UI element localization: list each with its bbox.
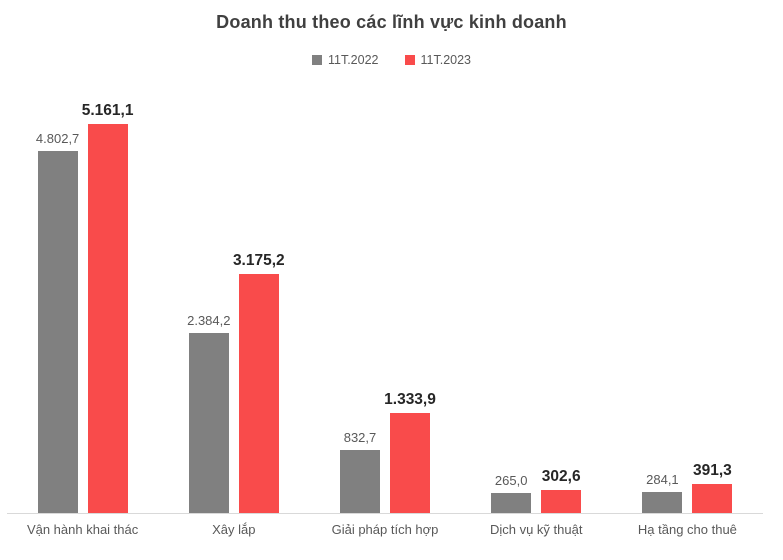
- bar-unit-11T.2022-3: 832,7: [340, 430, 380, 513]
- value-label-11T.2022-5: 284,1: [646, 471, 679, 487]
- bar-11T.2022-1: [37, 151, 78, 513]
- bar-unit-11T.2022-1: 4.802,7: [35, 131, 80, 513]
- legend-swatch-2023-icon: [404, 55, 415, 65]
- category-label-5: Hạ tầng cho thuê: [637, 522, 737, 537]
- bar-group-4: 265,0 302,6: [461, 88, 612, 513]
- bar-11T.2023-4: [541, 490, 582, 513]
- bar-group-2: 2.384,2 3.175,2: [158, 88, 309, 513]
- bar-unit-11T.2022-5: 284,1: [642, 471, 683, 513]
- value-label-11T.2022-1: 4.802,7: [35, 131, 80, 147]
- bar-11T.2022-5: [642, 491, 683, 513]
- legend-swatch-2022-icon: [311, 55, 322, 65]
- bar-11T.2022-4: [491, 493, 532, 513]
- bar-unit-11T.2023-2: 3.175,2: [233, 252, 285, 513]
- legend-item-2023: 11T.2023: [404, 53, 472, 67]
- bar-11T.2023-1: [87, 124, 128, 513]
- bar-unit-11T.2022-4: 265,0: [491, 473, 532, 513]
- bar-unit-11T.2023-5: 391,3: [692, 461, 733, 513]
- category-label-4: Dịch vụ kỹ thuật: [489, 522, 583, 537]
- bar-group-1: 4.802,7 5.161,1: [7, 88, 158, 513]
- bar-11T.2023-3: [390, 412, 430, 513]
- legend-label-2023: 11T.2023: [420, 53, 472, 67]
- value-label-11T.2022-4: 265,0: [494, 473, 528, 489]
- plot-area: 4.802,7 5.161,1 2.384,2 3.175,2 832,7 1.333,9…: [7, 88, 763, 514]
- value-label-11T.2023-2: 3.175,2: [232, 251, 285, 269]
- legend-item-2022: 11T.2022: [311, 53, 379, 67]
- value-label-11T.2023-1: 5.161,1: [81, 102, 134, 120]
- bar-11T.2023-2: [238, 273, 279, 513]
- value-label-11T.2023-4: 302,6: [541, 468, 581, 486]
- value-label-11T.2022-2: 2.384,2: [187, 313, 231, 329]
- value-label-11T.2023-3: 1.333,9: [384, 390, 436, 408]
- bar-group-5: 284,1 391,3: [612, 88, 763, 513]
- bar-11T.2023-5: [692, 483, 733, 513]
- bar-unit-11T.2023-4: 302,6: [541, 468, 582, 513]
- value-label-11T.2022-3: 832,7: [343, 430, 377, 446]
- chart-title: Doanh thu theo các lĩnh vực kinh doanh: [216, 12, 567, 32]
- bar-unit-11T.2022-2: 2.384,2: [187, 313, 231, 513]
- bar-11T.2022-3: [340, 450, 380, 513]
- bar-11T.2022-2: [188, 333, 229, 513]
- legend: 11T.2022 11T.2023: [0, 53, 783, 67]
- category-label-2: Xây lắp: [212, 522, 256, 537]
- bar-unit-11T.2023-1: 5.161,1: [82, 102, 133, 513]
- bar-group-3: 832,7 1.333,9: [309, 88, 460, 513]
- x-axis-labels: Vận hành khai thác Xây lắp Giải pháp tích …: [7, 522, 763, 537]
- category-label-3: Giải pháp tích hợp: [331, 522, 439, 537]
- category-label-1: Vận hành khai thác: [26, 522, 139, 537]
- legend-label-2022: 11T.2022: [327, 53, 379, 67]
- bar-unit-11T.2023-3: 1.333,9: [384, 391, 436, 513]
- value-label-11T.2023-5: 391,3: [693, 461, 732, 479]
